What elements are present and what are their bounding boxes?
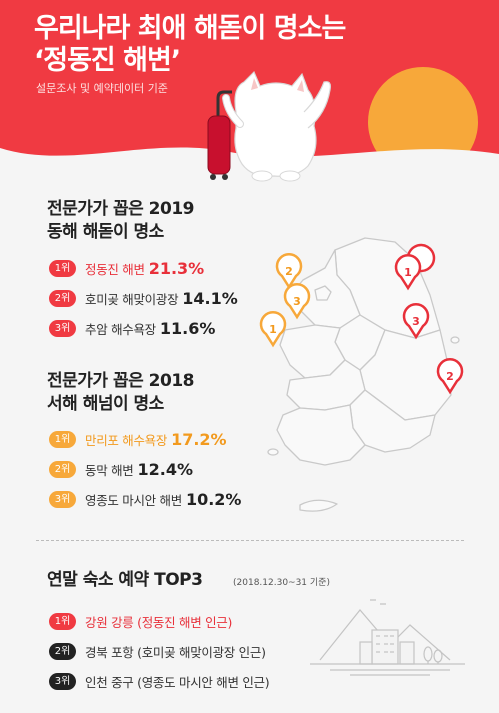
location-pin-icon: 3: [283, 283, 311, 320]
rank-badge: 2위: [49, 642, 76, 660]
list-item: 1위 만리포 해수욕장 17.2%: [49, 429, 227, 449]
booking-date-note: (2018.12.30~31 기준): [233, 578, 330, 588]
rank-percent: 21.3%: [148, 258, 205, 278]
location-pin-icon: 2: [436, 358, 464, 395]
section-divider: [36, 540, 464, 541]
list-item: 1위 정동진 해변 21.3%: [49, 258, 204, 278]
sunrise-section-title: 전문가가 꼽은 2019 동해 해돋이 명소: [47, 198, 195, 244]
city-skyline-icon: [310, 599, 465, 676]
list-item: 1위 강원 강릉 (정동진 해변 인근): [49, 611, 232, 631]
location-pin-icon: 2: [275, 253, 303, 290]
rank-badge: 2위: [49, 460, 76, 478]
rank-name: 인천 중구 (영종도 마시안 해변 인근): [85, 674, 270, 690]
map-pin-label-east-3: 3: [412, 315, 420, 328]
rank-name: 호미곶 해맞이광장: [85, 291, 179, 307]
page-title-line1: 우리나라 최애 해돋이 명소는: [34, 13, 346, 44]
korea-map-icon: 1 3 2 2 3 1: [259, 237, 464, 512]
list-item: 2위 경북 포항 (호미곶 해맞이광장 인근): [49, 641, 266, 661]
booking-section-title: 연말 숙소 예약 TOP3: [47, 570, 203, 590]
sunrise-title-line1: 전문가가 꼽은 2019: [47, 199, 195, 219]
list-item: 2위 호미곶 해맞이광장 14.1%: [49, 288, 238, 308]
rank-badge: 3위: [49, 672, 76, 690]
rank-name: 영종도 마시안 해변: [85, 492, 182, 508]
sunset-title-line1: 전문가가 꼽은 2018: [47, 371, 195, 391]
rank-badge: 3위: [49, 490, 76, 508]
rank-percent: 10.2%: [185, 489, 242, 509]
suitcase-icon: [208, 116, 230, 174]
map-pin-label-west-2: 2: [285, 265, 293, 278]
rank-name: 강원 강릉 (정동진 해변 인근): [85, 614, 233, 630]
rank-name: 정동진 해변: [85, 261, 145, 277]
rank-badge: 3위: [49, 319, 76, 337]
rank-name: 동막 해변: [85, 462, 134, 478]
rank-badge: 2위: [49, 289, 76, 307]
rank-percent: 11.6%: [159, 318, 216, 338]
list-item: 3위 영종도 마시안 해변 10.2%: [49, 489, 241, 509]
rank-badge: 1위: [49, 430, 76, 448]
map-pin-label-west-3: 3: [293, 295, 301, 308]
sunset-title-line2: 서해 해넘이 명소: [47, 394, 164, 414]
list-item: 3위 추암 해수욕장 11.6%: [49, 318, 215, 338]
rank-percent: 17.2%: [171, 429, 227, 449]
rank-badge: 1위: [49, 612, 76, 630]
page-title-line2: ‘정동진 해변’: [34, 45, 181, 76]
map-pin-label-east-2: 2: [446, 370, 454, 383]
map-pin-label-west-1: 1: [269, 323, 277, 336]
sunrise-title-line2: 동해 해돋이 명소: [47, 222, 164, 242]
location-pin-icon: 3: [402, 303, 430, 340]
rank-percent: 14.1%: [182, 288, 238, 308]
rank-percent: 12.4%: [137, 459, 193, 479]
location-pin-icon: 1: [394, 254, 422, 291]
map-pin-label-east-1: 1: [404, 266, 412, 279]
rank-name: 만리포 해수욕장: [85, 432, 168, 448]
rank-name: 추암 해수욕장: [85, 321, 156, 337]
cat-mascot-icon: [207, 70, 331, 182]
sunset-section-title: 전문가가 꼽은 2018 서해 해넘이 명소: [47, 370, 195, 416]
list-item: 2위 동막 해변 12.4%: [49, 459, 193, 479]
rank-name: 경북 포항 (호미곶 해맞이광장 인근): [85, 644, 266, 660]
suitcase-icon: [216, 90, 232, 116]
rank-badge: 1위: [49, 259, 76, 277]
list-item: 3위 인천 중구 (영종도 마시안 해변 인근): [49, 671, 270, 691]
location-pin-icon: 1: [259, 311, 287, 348]
page-subtitle: 설문조사 및 예약데이터 기준: [36, 82, 168, 95]
